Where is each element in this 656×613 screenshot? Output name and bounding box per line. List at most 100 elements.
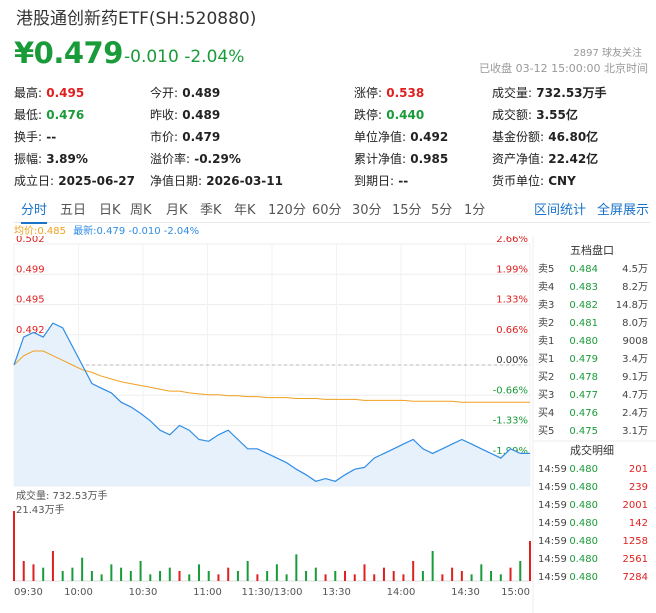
pct-tick-label: 0.00% [496, 355, 528, 366]
market-status: 已收盘 03-12 15:00:00 北京时间 [479, 62, 648, 75]
volume-bar [188, 574, 191, 581]
x-tick-label: 15:00 [501, 587, 530, 598]
followers-count[interactable]: 2897 球友关注 [573, 48, 642, 59]
tab-2[interactable]: 日K [99, 203, 121, 218]
tab-4[interactable]: 月K [166, 203, 188, 218]
y-tick-label: 0.492 [16, 325, 45, 336]
chart-legend: 均价:0.485 最新:0.479 -0.010 -2.04% [14, 222, 199, 237]
stat-item: 成交额: 3.55亿 [492, 106, 578, 123]
orderbook-volume: 3.4万 [622, 354, 648, 365]
orderbook-price: 0.475 [569, 426, 598, 437]
current-price: ¥0.479 [14, 36, 123, 70]
volume-bar [499, 574, 502, 581]
orderbook-volume: 4.5万 [622, 264, 648, 275]
volume-bar [480, 564, 483, 581]
orderbook-label: 卖5 [538, 263, 554, 275]
pct-tick-label: -1.33% [493, 416, 528, 427]
volume-bar [490, 571, 493, 581]
volume-bar [412, 561, 415, 581]
volume-bar [149, 574, 152, 581]
stat-item: 市价: 0.479 [150, 128, 220, 145]
stat-value: 732.53万手 [532, 86, 607, 100]
stat-label: 净值日期: [150, 174, 203, 188]
range-stats-button[interactable]: 区间统计 [534, 203, 587, 218]
stat-item: 昨收: 0.489 [150, 106, 220, 123]
tab-11[interactable]: 5分 [431, 203, 453, 218]
tab-6[interactable]: 年K [234, 203, 256, 218]
volume-bar [100, 574, 103, 581]
volume-bar [207, 571, 210, 581]
trade-volume: 7284 [623, 572, 648, 583]
volume-bar [42, 567, 45, 581]
volume-bar [519, 561, 522, 581]
stat-item: 基金份额: 46.80亿 [492, 128, 598, 145]
tab-9[interactable]: 30分 [352, 203, 382, 218]
stat-value: -- [42, 130, 57, 144]
volume-bar [256, 574, 259, 581]
tab-8[interactable]: 60分 [312, 203, 342, 218]
tab-3[interactable]: 周K [130, 203, 152, 218]
stat-label: 振幅: [14, 152, 43, 166]
pct-tick-label: 2.66% [496, 236, 528, 245]
stat-label: 单位净值: [354, 130, 407, 144]
stat-item: 货币单位: CNY [492, 172, 576, 189]
trade-volume: 2001 [623, 500, 648, 511]
volume-bar [363, 564, 366, 581]
volume-bar [382, 567, 385, 581]
stat-value: 0.476 [42, 108, 85, 122]
trade-time: 14:59 [538, 536, 567, 547]
page-title: 港股通创新药ETF(SH:520880) [16, 9, 257, 29]
price-change-abs: -0.010 [124, 47, 179, 67]
stat-item: 资产净值: 22.42亿 [492, 150, 598, 167]
intraday-chart[interactable]: 0.502 2.66% 0.499 1.99% 0.495 1.33% 0.492 0.66%… [0, 236, 656, 613]
stat-label: 涨停: [354, 86, 383, 100]
volume-bar [51, 551, 54, 581]
stat-value: 0.538 [382, 86, 425, 100]
tab-7[interactable]: 120分 [268, 203, 306, 218]
stat-label: 跌停: [354, 108, 383, 122]
x-tick-label: 10:30 [129, 587, 158, 598]
volume-bar [159, 571, 162, 581]
tab-5[interactable]: 季K [200, 203, 222, 218]
stat-value: 0.479 [178, 130, 221, 144]
volume-bar [509, 567, 512, 581]
stat-label: 到期日: [354, 174, 395, 188]
volume-bar [460, 571, 463, 581]
orderbook-price: 0.477 [569, 390, 598, 401]
orderbook-price: 0.476 [569, 408, 598, 419]
stat-item: 到期日: -- [354, 172, 408, 189]
stat-item: 换手: -- [14, 128, 56, 145]
volume-bar [168, 567, 171, 581]
volume-bar [441, 574, 444, 581]
orderbook-price: 0.478 [569, 372, 598, 383]
trade-volume: 239 [629, 482, 648, 493]
tab-0[interactable]: 分时 [21, 199, 48, 224]
volume-bar [451, 567, 454, 581]
volume-bar [81, 557, 84, 581]
trade-time: 14:59 [538, 482, 567, 493]
stat-item: 净值日期: 2026-03-11 [150, 172, 283, 189]
volume-bar [275, 564, 278, 581]
tab-1[interactable]: 五日 [60, 203, 87, 218]
volume-bar [470, 574, 473, 581]
volume-bar [129, 571, 132, 581]
stat-value: 0.492 [406, 130, 449, 144]
stat-value: 0.495 [42, 86, 85, 100]
chart-tabs: 分时 五日 日K 周K 月K 季K 年K 120分 60分 30分 15分 5分 1分 区间统计 全屏展示 [14, 196, 650, 224]
orderbook-volume: 4.7万 [622, 390, 648, 401]
volume-bar [295, 554, 298, 581]
tab-12[interactable]: 1分 [464, 203, 486, 218]
avg-price-line [13, 350, 530, 403]
tab-10[interactable]: 15分 [392, 203, 422, 218]
stat-item: 累计净值: 0.985 [354, 150, 448, 167]
stat-item: 振幅: 3.89% [14, 150, 88, 167]
orderbook-volume: 14.8万 [616, 300, 648, 311]
volume-bar [217, 574, 220, 581]
volume-bar [110, 564, 113, 581]
stat-label: 累计净值: [354, 152, 407, 166]
orderbook-label: 买4 [538, 407, 554, 419]
fullscreen-button[interactable]: 全屏展示 [597, 203, 650, 218]
x-tick-label: 14:00 [387, 587, 416, 598]
volume-bar [431, 551, 434, 581]
orderbook-label: 卖1 [538, 335, 554, 347]
